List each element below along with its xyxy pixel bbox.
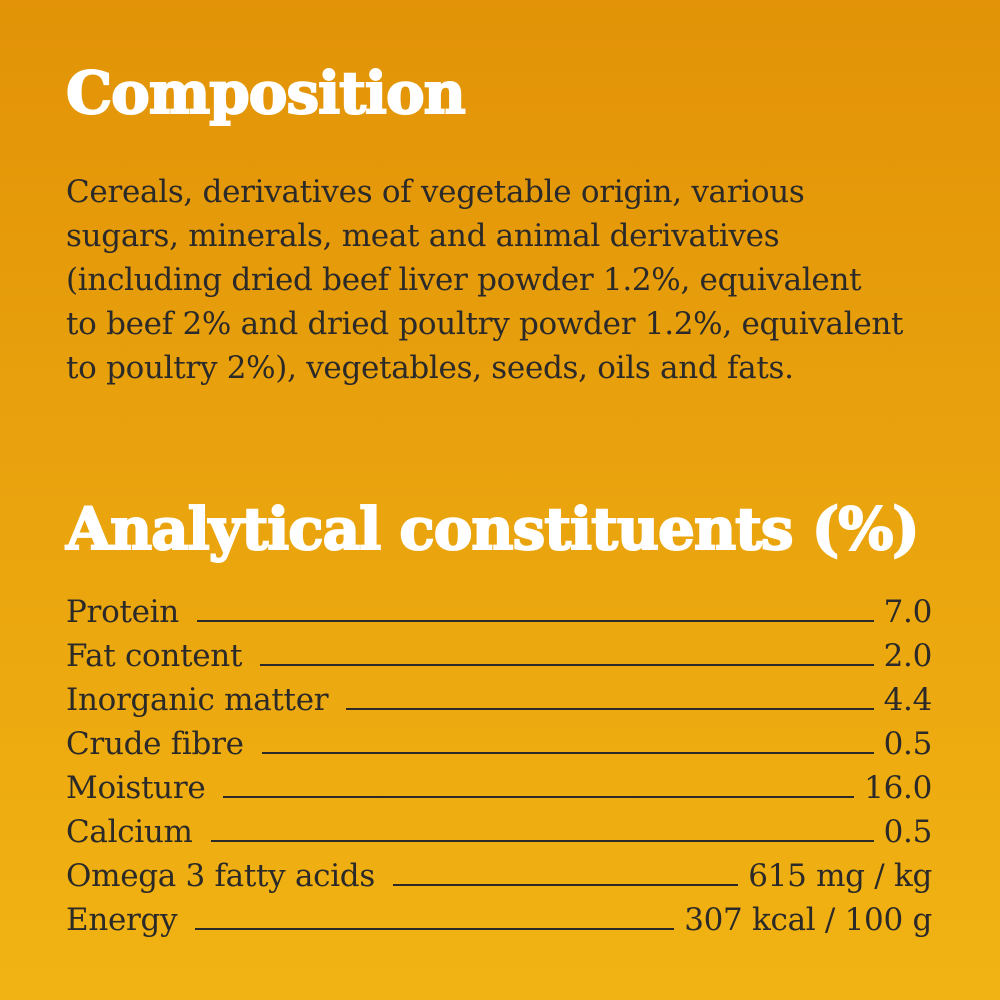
leader-line — [261, 752, 874, 754]
leader-line — [260, 664, 874, 666]
constituent-row-inorganic-matter: Inorganic matter 4.4 — [66, 678, 932, 722]
leader-line — [195, 928, 675, 930]
constituent-value: 2.0 — [883, 638, 933, 674]
constituent-label: Energy — [66, 902, 178, 938]
constituent-label: Calcium — [66, 814, 193, 850]
leader-line — [346, 708, 874, 710]
analytical-constituents-list: Protein 7.0 Fat content 2.0 Inorganic ma… — [66, 590, 932, 942]
composition-text: Cereals, derivatives of vegetable origin… — [66, 170, 946, 390]
leader-line — [210, 840, 874, 842]
constituent-value: 307 kcal / 100 g — [684, 902, 932, 938]
constituent-label: Fat content — [66, 638, 243, 674]
constituent-value: 7.0 — [883, 594, 933, 630]
constituent-row-calcium: Calcium 0.5 — [66, 810, 932, 854]
leader-line — [196, 620, 874, 622]
constituent-row-moisture: Moisture 16.0 — [66, 766, 932, 810]
constituent-value: 0.5 — [883, 726, 933, 762]
leader-line — [223, 796, 855, 798]
constituent-label: Crude fibre — [66, 726, 244, 762]
constituent-value: 0.5 — [883, 814, 933, 850]
composition-line: sugars, minerals, meat and animal deriva… — [66, 218, 780, 254]
constituent-row-fat-content: Fat content 2.0 — [66, 634, 932, 678]
constituent-row-energy: Energy 307 kcal / 100 g — [66, 898, 932, 942]
constituent-value: 615 mg / kg — [748, 858, 932, 894]
constituent-row-protein: Protein 7.0 — [66, 590, 932, 634]
composition-heading: Composition — [65, 59, 467, 127]
constituent-row-omega-3: Omega 3 fatty acids 615 mg / kg — [66, 854, 932, 898]
constituent-label: Inorganic matter — [66, 682, 329, 718]
constituent-label: Omega 3 fatty acids — [66, 858, 375, 894]
constituent-label: Moisture — [66, 770, 206, 806]
constituent-value: 16.0 — [864, 770, 932, 806]
composition-line: (including dried beef liver powder 1.2%,… — [66, 262, 862, 298]
composition-line: to poultry 2%), vegetables, seeds, oils … — [66, 350, 794, 386]
constituent-row-crude-fibre: Crude fibre 0.5 — [66, 722, 932, 766]
constituent-label: Protein — [66, 594, 179, 630]
leader-line — [392, 884, 739, 886]
constituent-value: 4.4 — [883, 682, 933, 718]
analytical-constituents-heading: Analytical constituents (%) — [65, 495, 921, 563]
composition-line: Cereals, derivatives of vegetable origin… — [66, 174, 805, 210]
composition-line: to beef 2% and dried poultry powder 1.2%… — [66, 306, 904, 342]
